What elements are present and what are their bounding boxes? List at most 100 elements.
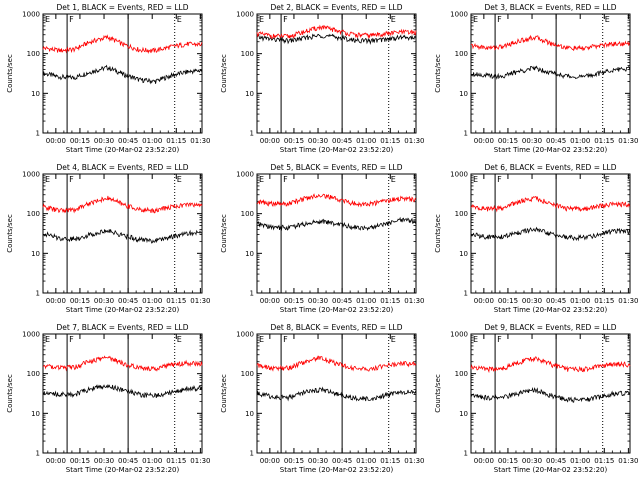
segment-marker: F [283, 15, 288, 24]
y-axis-label: Counts/sec [434, 214, 442, 253]
y-tick-label: 100 [241, 370, 254, 378]
y-axis-label: Counts/sec [220, 54, 228, 93]
y-tick-label: 1 [464, 130, 468, 138]
x-tick-label: 00:30 [308, 297, 328, 305]
segment-marker: E [473, 335, 478, 344]
y-axis-label: Counts/sec [6, 374, 14, 413]
segment-marker: E [177, 335, 182, 344]
series-line-events [256, 33, 417, 45]
segment-marker: E [45, 15, 50, 24]
x-axis-label: Start Time (20-Mar-02 23:52:20) [494, 306, 608, 314]
x-tick-label: 00:45 [118, 137, 138, 145]
segment-marker: F [69, 175, 74, 184]
y-tick-label: 1000 [450, 171, 468, 179]
plot-frame [42, 173, 203, 294]
y-tick-label: 10 [245, 410, 254, 418]
plot-frame [42, 333, 203, 454]
detector-chart-8: Det 8, BLACK = Events, RED = LLD 1 10 100 10… [220, 323, 424, 474]
x-tick-label: 00:00 [260, 137, 280, 145]
x-axis-label: Start Time (20-Mar-02 23:52:20) [66, 146, 180, 154]
plot-frame [470, 13, 631, 134]
x-tick-label: 00:00 [46, 137, 66, 145]
x-tick-label: 00:45 [332, 137, 352, 145]
y-tick-label: 10 [245, 90, 254, 98]
plot-frame [256, 173, 417, 294]
chart-title: Det 9, BLACK = Events, RED = LLD [484, 323, 616, 332]
y-tick-label: 1 [250, 450, 254, 458]
y-axis-label: Counts/sec [6, 214, 14, 253]
y-axis-label: Counts/sec [434, 54, 442, 93]
x-tick-label: 00:15 [70, 137, 90, 145]
series-line-events [42, 64, 203, 85]
y-tick-label: 1000 [22, 331, 40, 339]
series-line-events [256, 386, 417, 402]
x-tick-label: 00:45 [118, 297, 138, 305]
x-tick-label: 00:30 [522, 297, 542, 305]
x-axis-label: Start Time (20-Mar-02 23:52:20) [280, 306, 394, 314]
segment-marker: E [473, 175, 478, 184]
detector-chart-5: Det 5, BLACK = Events, RED = LLD 1 10 100 10… [220, 163, 424, 314]
x-tick-label: 00:30 [522, 457, 542, 465]
x-tick-label: 01:00 [356, 457, 376, 465]
x-tick-label: 01:00 [142, 457, 162, 465]
x-tick-label: 01:00 [142, 297, 162, 305]
x-tick-label: 01:15 [594, 457, 614, 465]
segment-marker: F [283, 175, 288, 184]
segment-marker: E [391, 335, 396, 344]
x-tick-label: 01:15 [380, 137, 400, 145]
series-line-lld [42, 34, 203, 54]
x-axis-label: Start Time (20-Mar-02 23:52:20) [494, 466, 608, 474]
segment-marker: E [605, 175, 610, 184]
x-tick-label: 01:15 [380, 457, 400, 465]
x-tick-label: 01:00 [356, 137, 376, 145]
y-tick-label: 1 [36, 290, 40, 298]
y-tick-label: 1000 [450, 331, 468, 339]
segment-marker: F [283, 335, 288, 344]
y-tick-label: 10 [459, 250, 468, 258]
x-tick-label: 00:00 [474, 457, 494, 465]
x-tick-label: 00:00 [260, 457, 280, 465]
x-tick-label: 00:15 [70, 297, 90, 305]
x-tick-label: 00:30 [308, 137, 328, 145]
y-axis-label: Counts/sec [6, 54, 14, 93]
detector-chart-7: Det 7, BLACK = Events, RED = LLD 1 10 100 10… [6, 323, 210, 474]
segment-marker: E [259, 335, 264, 344]
series-line-lld [42, 195, 203, 214]
x-tick-label: 00:00 [46, 297, 66, 305]
x-tick-label: 01:15 [166, 297, 186, 305]
series-line-lld [256, 24, 417, 39]
x-tick-label: 01:15 [166, 457, 186, 465]
x-tick-label: 00:45 [332, 457, 352, 465]
chart-title: Det 8, BLACK = Events, RED = LLD [270, 323, 402, 332]
x-tick-label: 01:15 [380, 297, 400, 305]
segment-marker: F [497, 15, 502, 24]
x-tick-label: 01:30 [404, 457, 424, 465]
plot-frame [470, 333, 631, 454]
series-line-events [470, 387, 631, 403]
x-tick-label: 01:30 [618, 137, 638, 145]
series-line-events [256, 216, 417, 232]
segment-marker: E [391, 15, 396, 24]
y-tick-label: 10 [31, 90, 40, 98]
x-tick-label: 00:45 [546, 457, 566, 465]
chart-title: Det 6, BLACK = Events, RED = LLD [484, 163, 616, 172]
x-axis-label: Start Time (20-Mar-02 23:52:20) [66, 306, 180, 314]
x-tick-label: 00:15 [498, 297, 518, 305]
segment-marker: E [177, 15, 182, 24]
series-line-lld [256, 355, 417, 372]
chart-title: Det 5, BLACK = Events, RED = LLD [270, 163, 402, 172]
series-line-events [42, 229, 203, 244]
series-line-lld [470, 356, 631, 374]
series-line-events [470, 226, 631, 242]
x-tick-label: 00:00 [474, 297, 494, 305]
y-tick-label: 10 [245, 250, 254, 258]
detector-chart-6: Det 6, BLACK = Events, RED = LLD 1 10 100 10… [434, 163, 638, 314]
y-tick-label: 100 [455, 50, 468, 58]
x-tick-label: 01:30 [190, 457, 210, 465]
segment-marker: F [69, 335, 74, 344]
y-tick-label: 100 [455, 370, 468, 378]
x-tick-label: 00:15 [498, 137, 518, 145]
x-axis-label: Start Time (20-Mar-02 23:52:20) [280, 146, 394, 154]
y-axis-label: Counts/sec [220, 214, 228, 253]
x-tick-label: 00:45 [332, 297, 352, 305]
